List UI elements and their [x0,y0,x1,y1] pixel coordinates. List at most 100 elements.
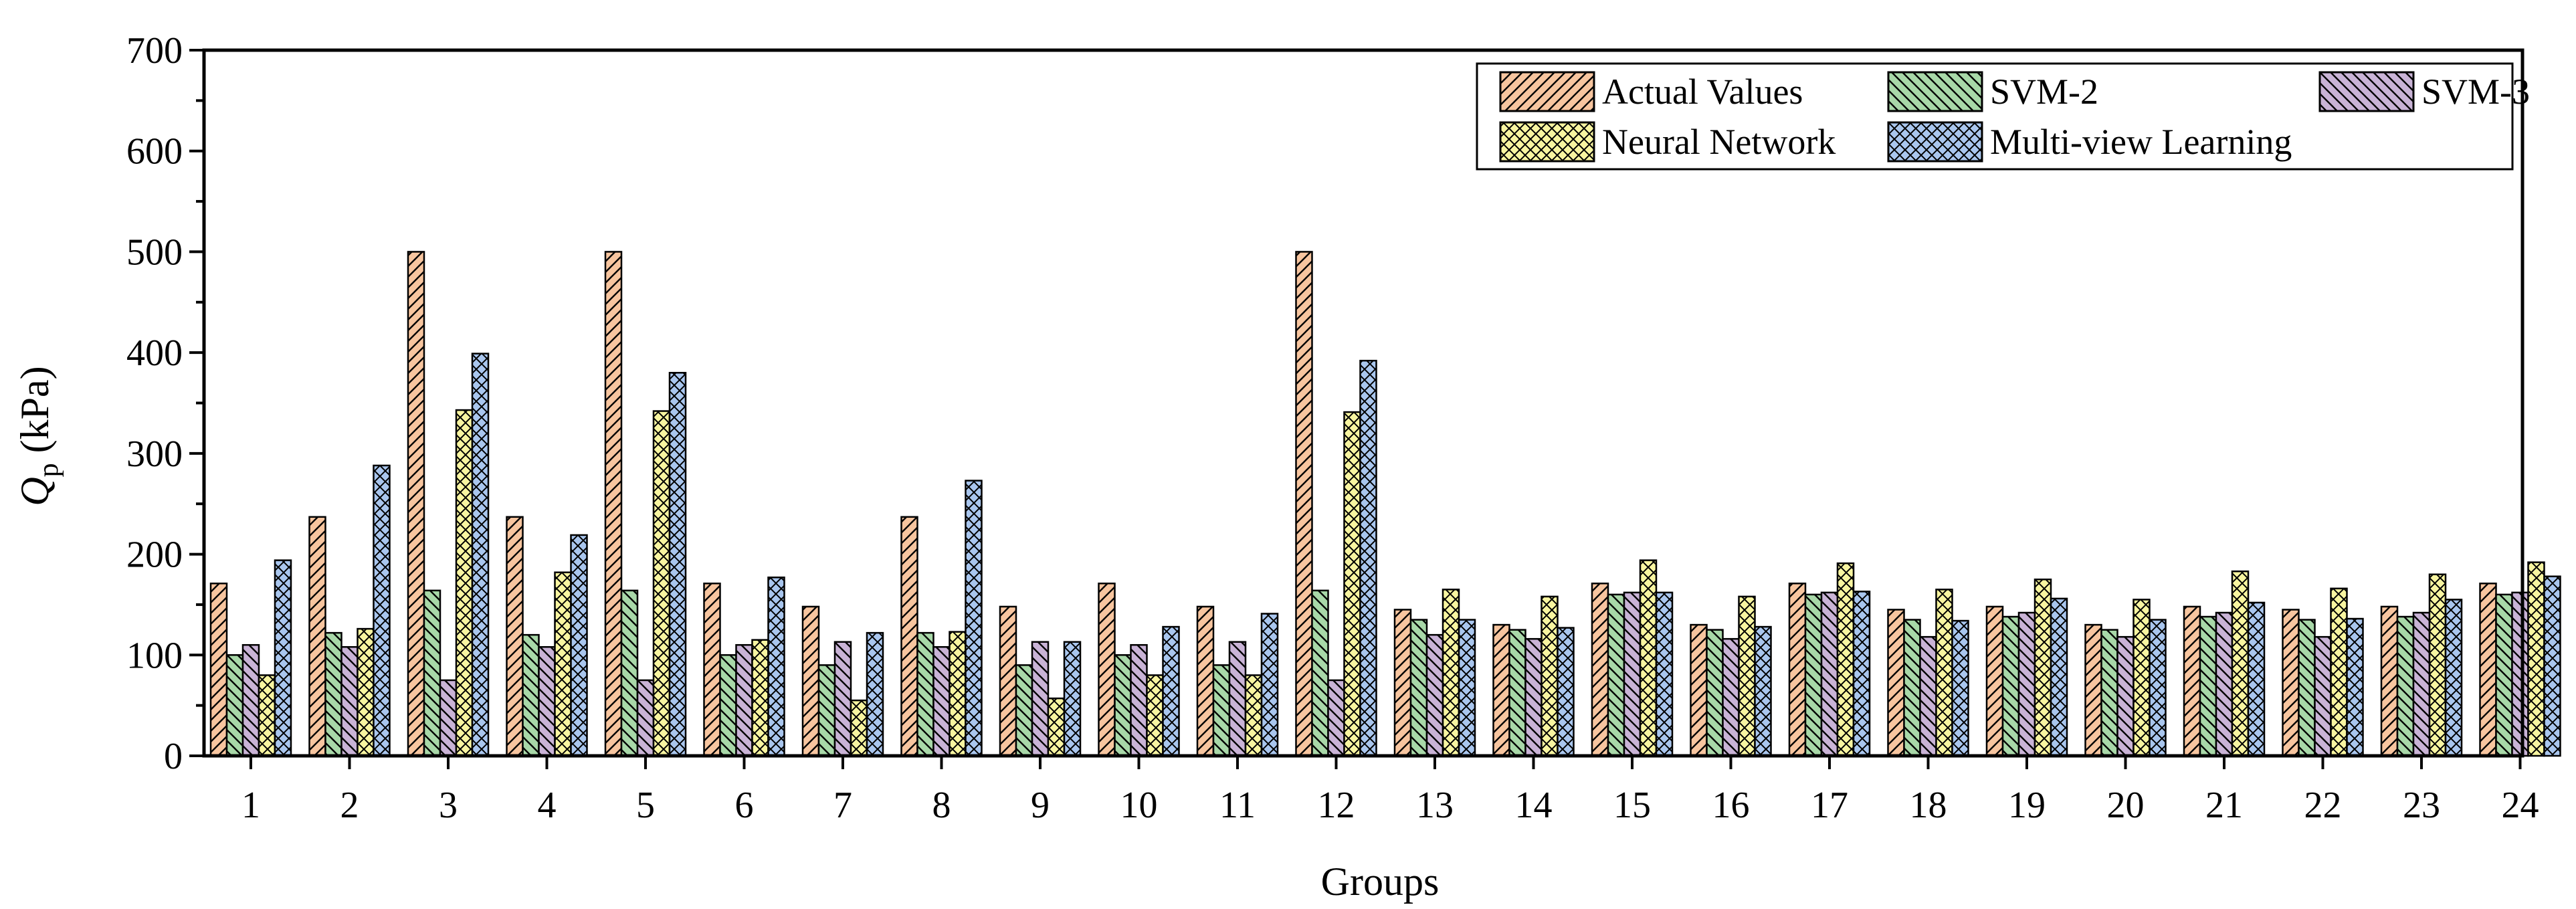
bar [1492,623,1510,757]
bar [1098,583,1116,757]
bar [2034,579,2052,757]
bar [274,559,292,757]
x-tick-label: 11 [1219,785,1256,826]
bar [1836,562,1855,757]
bar [767,576,785,757]
legend-item: Actual Values [1499,71,1803,112]
bar [538,645,556,757]
bar [703,583,721,757]
bar [916,631,934,757]
bar [439,679,458,757]
bar [423,589,441,757]
bar [340,645,359,757]
bar [1212,664,1231,757]
x-tick-label: 7 [833,785,852,826]
bar [604,251,623,757]
bar [506,516,524,757]
x-tick-label: 10 [1120,785,1158,826]
y-tick-label: 300 [126,433,183,475]
bar [1359,359,1377,757]
y-tick-label: 100 [126,635,183,676]
bar [1951,619,1969,757]
bar [850,699,868,757]
bar [1114,654,1132,757]
bar [1327,679,1345,757]
bar [2511,591,2529,757]
y-tick-label: 400 [126,332,183,374]
x-tick-label: 6 [735,785,754,826]
bar [668,372,687,757]
bar [866,631,884,757]
bar [2479,583,2497,757]
bar [1311,589,1329,757]
bar [1425,633,1444,757]
legend-item: SVM-3 [2318,71,2530,112]
legend-label: SVM-3 [2421,72,2530,112]
bar [751,639,769,757]
bar [735,643,753,757]
bar [1935,589,1953,757]
x-tick-label: 20 [2107,785,2145,826]
legend-swatch [1887,71,1983,112]
bar [2330,587,2348,757]
bar [2428,573,2447,757]
bar [2412,611,2431,757]
bar [1260,613,1279,757]
x-tick-label: 12 [1318,785,1355,826]
bar [2001,615,2020,757]
x-tick-label: 4 [538,785,557,826]
x-tick-label: 1 [241,785,260,826]
bar [1738,595,1756,757]
legend-swatch [1499,121,1595,163]
bar [1295,251,1313,757]
x-tick-label: 3 [439,785,458,826]
y-tick-label: 200 [126,534,183,576]
bar [1623,591,1642,757]
bar [1130,643,1148,757]
bar [2298,619,2316,757]
bar [1524,637,1543,757]
bar [1015,664,1033,757]
y-tick-label: 700 [126,30,183,72]
legend-swatch [2318,71,2415,112]
series-1 [209,251,2497,757]
series-3 [241,591,2529,757]
bar [1244,674,1263,757]
bar [719,654,737,757]
bar [1607,593,1625,757]
bar [1639,559,1658,757]
bar [2247,601,2266,757]
bar [1458,619,1476,757]
bar [2116,635,2135,757]
bar [1409,619,1428,757]
bar [1903,619,1921,757]
bar [570,534,588,757]
bar [833,641,852,757]
x-tick-label: 19 [2008,785,2046,826]
bar [801,605,820,757]
bar [2183,605,2201,757]
x-tick-label: 21 [2205,785,2243,826]
bar [1852,591,1871,757]
bar [225,654,244,757]
bar [1063,641,1082,757]
bar [324,631,342,757]
bar [2100,629,2118,757]
bar [522,633,540,757]
bar [1442,589,1460,757]
bar [1985,605,2004,757]
bar [2282,609,2300,757]
bar [1690,623,1708,757]
x-tick-label: 16 [1712,785,1750,826]
legend-label: SVM-2 [1990,72,2098,112]
y-tick-label: 600 [126,131,183,173]
bar [554,571,572,757]
bar [258,674,276,757]
series-5 [274,352,2561,757]
bar [636,679,655,757]
bar [2380,605,2399,757]
bar [1887,609,1905,757]
bar [1557,627,1575,757]
y-tick-label: 0 [164,736,183,777]
